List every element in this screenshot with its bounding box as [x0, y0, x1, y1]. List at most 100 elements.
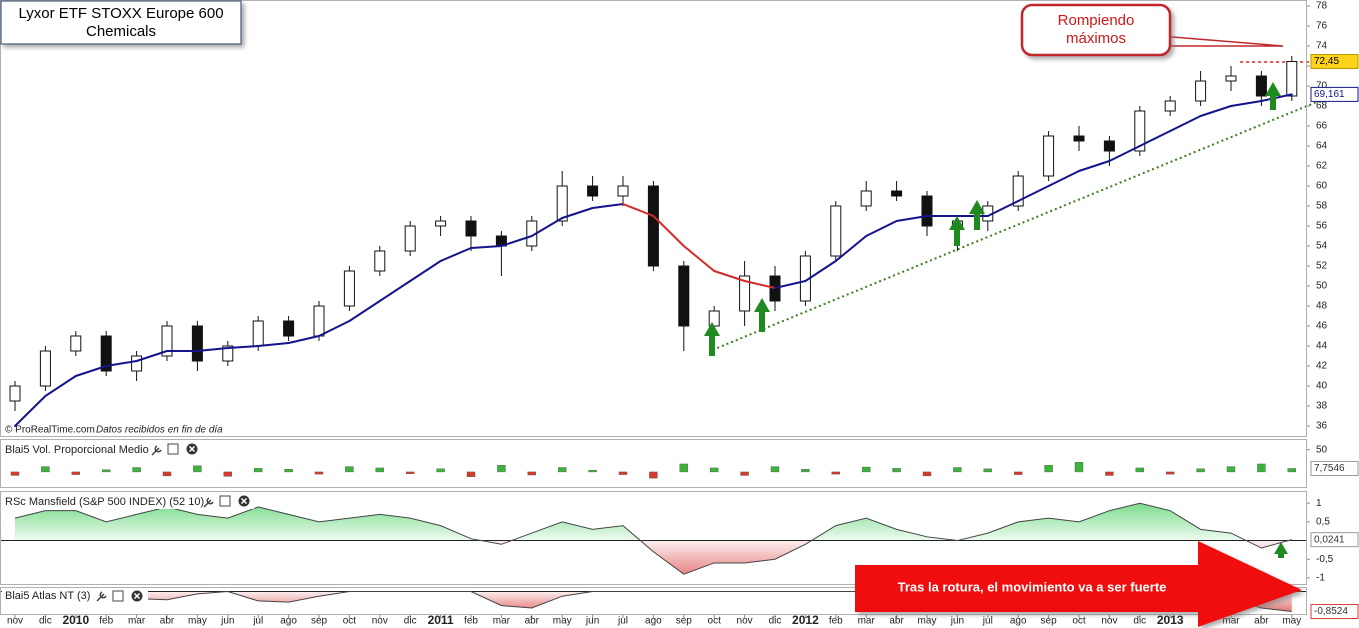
volume-bar	[1014, 471, 1023, 475]
panel-title-bg	[2, 589, 148, 604]
callout-text: máximos	[1066, 30, 1126, 47]
settings-icon[interactable]	[96, 591, 107, 602]
moving-average	[834, 235, 868, 262]
y-tick-label: 62	[1316, 161, 1328, 172]
window-icon[interactable]	[219, 495, 231, 507]
x-tick-label: mar	[858, 616, 876, 627]
moving-average	[774, 280, 807, 289]
candle-body	[1103, 140, 1115, 152]
moving-average	[439, 247, 472, 262]
settings-icon[interactable]	[203, 497, 214, 508]
moving-average	[287, 335, 320, 344]
last-value-label: 7,7546	[1314, 463, 1345, 474]
y-tick-label: 44	[1316, 341, 1328, 352]
x-tick-label: may	[1282, 616, 1301, 627]
x-tick-label: mar	[1222, 616, 1240, 627]
candle-body	[435, 220, 447, 227]
moving-average	[1108, 145, 1141, 162]
window-icon[interactable]	[167, 443, 179, 455]
candle-body	[1073, 135, 1085, 142]
volume-bar	[710, 467, 719, 473]
candle-body	[222, 345, 234, 362]
y-tick-label: 0,5	[1316, 517, 1330, 528]
moving-average	[409, 260, 442, 282]
candle-body	[647, 185, 659, 267]
y-tick-label: 76	[1316, 21, 1328, 32]
x-tick-label: feb	[829, 616, 843, 627]
candle-body	[1255, 75, 1267, 97]
moving-average	[135, 350, 168, 362]
volume-bar	[649, 471, 658, 479]
signal-arrows	[704, 82, 1288, 558]
close-icon-x	[188, 445, 196, 453]
candle-body	[1286, 61, 1298, 97]
volume-bar	[71, 471, 81, 475]
mansfield-title: RSc Mansfield (S&P 500 INDEX) (52 10)	[2, 493, 254, 509]
last-value-box	[1310, 532, 1359, 548]
volume-bar	[740, 471, 749, 476]
callout-box	[1020, 3, 1172, 57]
x-tick-label: 2013	[1157, 613, 1184, 627]
close-icon-x	[133, 592, 141, 600]
x-tick-label: dic	[404, 616, 417, 627]
moving-average	[348, 300, 381, 322]
moving-average	[1199, 105, 1232, 117]
trendline	[716, 95, 1332, 349]
moving-average	[622, 203, 655, 217]
volume-bar	[436, 468, 445, 473]
volume-bar	[41, 466, 50, 473]
banner-text: Tras la rotura, el movimiento va a ser f…	[898, 579, 1167, 594]
volume-bar	[10, 471, 20, 476]
volume-bar	[345, 466, 354, 473]
candle-body	[343, 270, 355, 307]
moving-average	[1260, 93, 1293, 102]
window-icon[interactable]	[112, 590, 124, 602]
settings-icon[interactable]	[151, 445, 162, 456]
x-tick-label: abr	[525, 616, 540, 627]
moving-average	[257, 342, 290, 347]
volume-bar	[284, 469, 293, 473]
volume-bar	[558, 467, 567, 473]
moving-average	[743, 280, 776, 289]
banner-arrow	[855, 541, 1302, 627]
moving-average	[530, 217, 564, 237]
moving-average	[591, 203, 624, 209]
panel-title: Blai5 Vol. Proporcional Medio	[5, 444, 149, 456]
area-fill	[15, 503, 1292, 575]
x-tick-label: abr	[160, 616, 175, 627]
moving-average	[804, 260, 837, 282]
x-tick-label: abr	[1254, 616, 1269, 627]
candle-body	[617, 185, 629, 197]
candle-body	[39, 350, 51, 387]
x-tick-label: may	[553, 616, 572, 627]
title-frame	[0, 0, 242, 45]
signal-arrow	[1265, 82, 1281, 110]
x-tick-label: mar	[493, 616, 511, 627]
panel-title-bg	[2, 441, 202, 457]
moving-average	[1169, 115, 1202, 132]
volume-bar	[588, 469, 597, 473]
volume-bar	[1257, 463, 1266, 473]
last-value-label: 0,0241	[1314, 534, 1345, 545]
watermark: © ProRealTime.com	[5, 425, 95, 436]
last-price-label: 72,45	[1314, 56, 1339, 67]
volume-bar	[618, 471, 628, 475]
x-tick-label: oct	[1072, 616, 1086, 627]
moving-average	[226, 345, 260, 349]
x-tick-label: nov	[7, 616, 23, 627]
volume-bar	[253, 468, 263, 473]
moving-average	[44, 375, 77, 397]
x-tick-label: sep	[311, 616, 328, 627]
candle-body	[1012, 175, 1024, 207]
candle-body	[404, 225, 416, 252]
signal-arrow	[969, 200, 985, 230]
candle-body	[860, 190, 872, 207]
candle-body	[374, 250, 386, 272]
last-ma-box	[1310, 86, 1359, 102]
moving-average	[14, 395, 47, 427]
x-tick-label: feb	[464, 616, 478, 627]
volume-bar	[193, 465, 202, 473]
x-tick-label: jun	[950, 616, 964, 627]
moving-average	[318, 320, 351, 337]
